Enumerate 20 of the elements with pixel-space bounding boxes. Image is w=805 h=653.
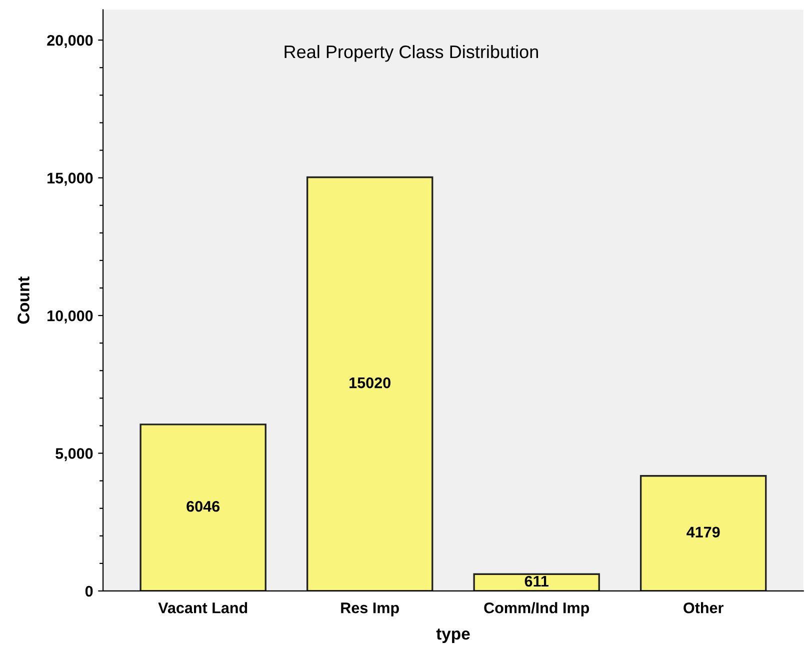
y-axis-title: Count xyxy=(18,276,30,324)
x-tick-label: Res Imp xyxy=(341,602,399,616)
text: Real Property Class Distribution xyxy=(284,44,538,62)
y-tick-label: 10,000 xyxy=(48,310,93,324)
x-tick-label: Comm/Ind Imp xyxy=(484,602,590,616)
y-tick-label: 0 xyxy=(85,586,93,597)
bar xyxy=(306,176,434,591)
data-label: 15020 xyxy=(350,377,390,388)
data-label: 4179 xyxy=(686,526,720,538)
x-tick-label: Vacant Land xyxy=(158,602,248,614)
bar xyxy=(473,573,600,591)
y-tick-label: 20,000 xyxy=(47,34,93,48)
y-tick-label: 15,000 xyxy=(48,172,93,186)
bar xyxy=(640,475,767,591)
x-tick-label: Other xyxy=(684,602,724,614)
x-axis-title: type xyxy=(436,628,470,643)
data-label: 6046 xyxy=(186,500,220,512)
data-label: 611 xyxy=(524,576,548,587)
y-tick-label: 5,000 xyxy=(56,448,93,462)
bar xyxy=(140,424,266,591)
